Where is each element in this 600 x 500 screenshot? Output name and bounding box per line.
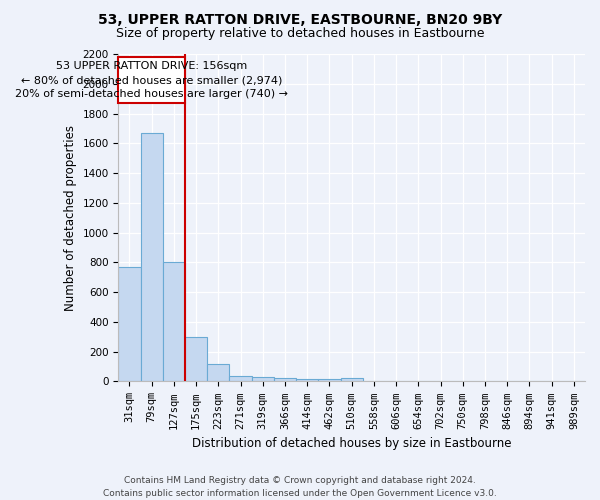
Text: 53 UPPER RATTON DRIVE: 156sqm
← 80% of detached houses are smaller (2,974)
20% o: 53 UPPER RATTON DRIVE: 156sqm ← 80% of d… xyxy=(15,61,288,99)
Bar xyxy=(274,378,296,382)
Bar xyxy=(163,262,185,382)
Text: Size of property relative to detached houses in Eastbourne: Size of property relative to detached ho… xyxy=(116,28,484,40)
Bar xyxy=(341,378,363,382)
Bar xyxy=(251,378,274,382)
Bar xyxy=(319,379,341,382)
Bar xyxy=(140,133,163,382)
Text: Contains HM Land Registry data © Crown copyright and database right 2024.
Contai: Contains HM Land Registry data © Crown c… xyxy=(103,476,497,498)
Bar xyxy=(296,379,319,382)
Bar xyxy=(185,337,207,382)
X-axis label: Distribution of detached houses by size in Eastbourne: Distribution of detached houses by size … xyxy=(192,437,511,450)
FancyBboxPatch shape xyxy=(118,57,185,103)
Bar xyxy=(118,267,140,382)
Text: 53, UPPER RATTON DRIVE, EASTBOURNE, BN20 9BY: 53, UPPER RATTON DRIVE, EASTBOURNE, BN20… xyxy=(98,12,502,26)
Y-axis label: Number of detached properties: Number of detached properties xyxy=(64,124,77,310)
Bar xyxy=(229,376,251,382)
Bar xyxy=(207,364,229,382)
